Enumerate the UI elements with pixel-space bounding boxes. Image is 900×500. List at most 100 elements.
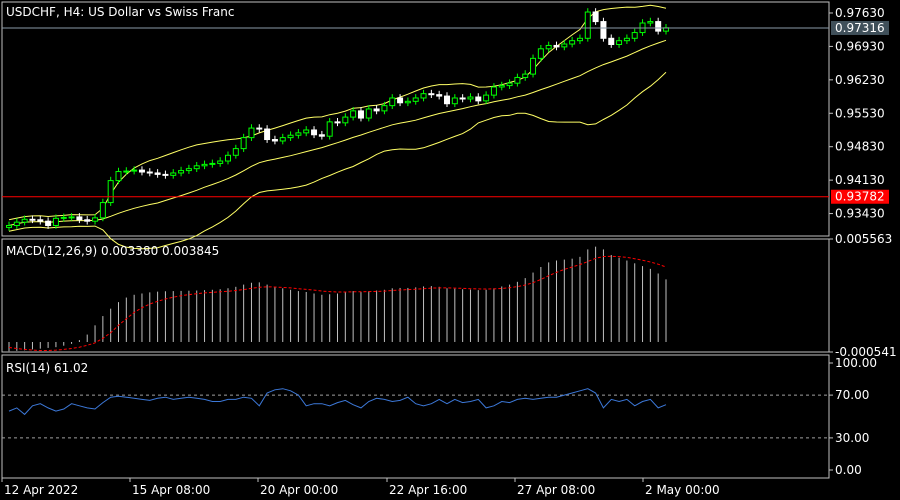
candle[interactable] <box>584 11 591 39</box>
candle[interactable] <box>84 219 91 222</box>
candle[interactable] <box>45 220 52 226</box>
candle[interactable] <box>404 100 411 104</box>
candle[interactable] <box>225 154 231 162</box>
candle[interactable] <box>483 94 490 102</box>
candle[interactable] <box>381 105 388 112</box>
bollinger-upper-line <box>8 4 667 221</box>
candle[interactable] <box>545 44 552 50</box>
rsi-tick-label: 100.00 <box>835 356 877 370</box>
candle[interactable] <box>99 202 106 219</box>
candle[interactable] <box>271 139 278 142</box>
candle[interactable] <box>287 134 294 139</box>
candle[interactable] <box>303 129 310 134</box>
candle[interactable] <box>334 121 341 124</box>
candle[interactable] <box>600 21 607 39</box>
candle[interactable] <box>537 48 544 59</box>
candle[interactable] <box>412 97 419 102</box>
candle[interactable] <box>146 171 153 174</box>
candle[interactable] <box>217 160 224 164</box>
candle[interactable] <box>623 37 630 42</box>
candle[interactable] <box>295 132 302 136</box>
candle[interactable] <box>256 127 263 130</box>
candle[interactable] <box>444 95 450 105</box>
candle[interactable] <box>451 97 458 105</box>
candle[interactable] <box>76 216 83 221</box>
candle[interactable] <box>592 11 599 23</box>
rsi-pane[interactable] <box>2 388 829 439</box>
candle[interactable] <box>647 21 654 24</box>
candle[interactable] <box>436 94 443 97</box>
candle[interactable] <box>350 110 357 118</box>
rsi-line <box>8 388 667 416</box>
candle[interactable] <box>13 221 20 226</box>
candle[interactable] <box>279 137 286 142</box>
candle[interactable] <box>428 93 435 96</box>
candle[interactable] <box>318 134 325 137</box>
current-price-badge <box>831 20 889 35</box>
level-badge <box>831 189 889 204</box>
time-tick-label: 2 May 00:00 <box>645 483 720 497</box>
macd-pane[interactable] <box>8 246 667 352</box>
candle[interactable] <box>326 121 333 137</box>
candle[interactable] <box>311 129 318 136</box>
candle[interactable] <box>490 86 497 96</box>
candle[interactable] <box>138 169 145 173</box>
candle[interactable] <box>514 76 521 84</box>
candle[interactable] <box>459 97 466 100</box>
candle[interactable] <box>498 85 505 88</box>
candle[interactable] <box>209 162 216 165</box>
bollinger-lower-line <box>8 71 667 250</box>
candle[interactable] <box>232 148 239 156</box>
candle[interactable] <box>389 97 396 107</box>
candle[interactable] <box>522 73 529 78</box>
candle[interactable] <box>342 116 349 124</box>
current-price-label: 0.97316 <box>835 21 885 35</box>
price-pane[interactable] <box>2 4 829 250</box>
candle[interactable] <box>162 173 169 176</box>
candle[interactable] <box>264 128 271 141</box>
candle[interactable] <box>248 127 255 139</box>
candle[interactable] <box>397 97 404 104</box>
candle[interactable] <box>60 216 67 219</box>
candle[interactable] <box>475 96 482 102</box>
candle[interactable] <box>123 170 130 173</box>
candle[interactable] <box>170 172 177 176</box>
candle[interactable] <box>154 172 161 175</box>
candle[interactable] <box>178 170 185 174</box>
candle[interactable] <box>37 219 44 222</box>
candle[interactable] <box>616 40 623 46</box>
candle[interactable] <box>467 96 474 100</box>
candle[interactable] <box>131 169 138 172</box>
price-tick-label: 0.96230 <box>835 73 885 87</box>
candle[interactable] <box>561 43 568 48</box>
time-tick-label: 15 Apr 08:00 <box>132 483 210 497</box>
candle[interactable] <box>631 32 638 39</box>
candle[interactable] <box>68 216 75 219</box>
candle[interactable] <box>92 217 99 222</box>
time-tick-label: 22 Apr 16:00 <box>389 483 467 497</box>
candle[interactable] <box>506 82 513 87</box>
candle[interactable] <box>21 218 28 223</box>
candle[interactable] <box>655 21 662 32</box>
candle[interactable] <box>365 108 372 119</box>
candle[interactable] <box>569 40 576 45</box>
candle[interactable] <box>420 93 427 99</box>
level-price-label: 0.93782 <box>835 190 885 204</box>
candle[interactable] <box>576 37 583 42</box>
candle[interactable] <box>201 163 208 167</box>
candle[interactable] <box>185 168 192 172</box>
candle[interactable] <box>608 37 615 46</box>
candle[interactable] <box>193 165 200 170</box>
candle[interactable] <box>52 217 59 226</box>
candle[interactable] <box>373 108 380 112</box>
candle[interactable] <box>530 57 537 75</box>
candle[interactable] <box>553 44 560 48</box>
candle[interactable] <box>29 218 36 221</box>
candle[interactable] <box>6 224 12 228</box>
candle[interactable] <box>240 137 247 150</box>
candle[interactable] <box>115 171 122 182</box>
candle[interactable] <box>107 180 114 204</box>
candle[interactable] <box>357 110 364 119</box>
macd-tick-label: -0.000541 <box>835 345 897 359</box>
